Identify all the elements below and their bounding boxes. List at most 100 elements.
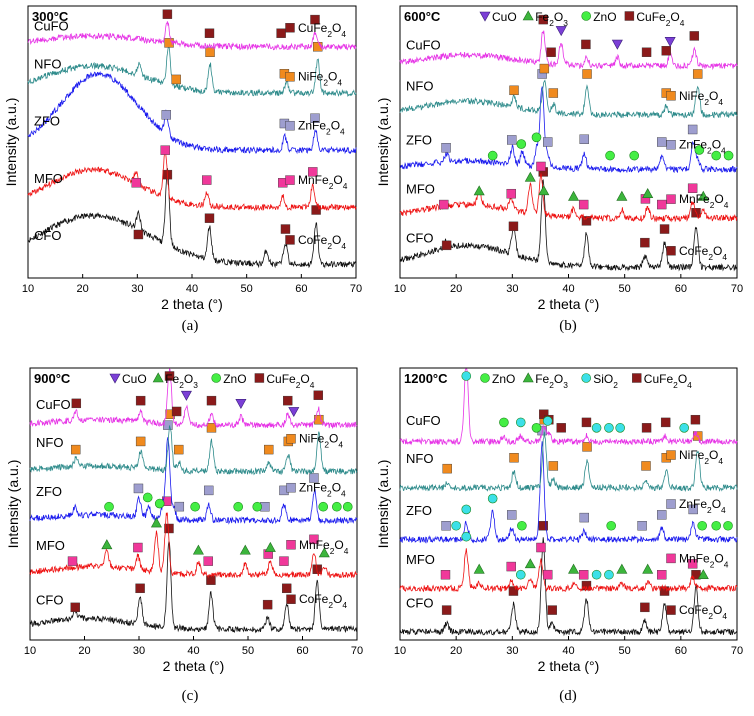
phase-marker-MnFe2O4 [506,561,516,572]
legend-symbol-CuFe2O4 [285,23,295,33]
phase-marker-ZnO [252,501,263,512]
phase-marker-MnFe2O4 [308,167,318,177]
phase-marker-ZnO [531,423,542,433]
x-tick-label: 60 [675,645,687,657]
series-label-CFO: CFO [406,595,433,610]
x-axis-title: 2 theta (°) [538,658,600,674]
phase-marker-ZnFe2O4 [657,510,667,520]
phase-marker-ZnO [711,520,722,531]
x-tick-label: 40 [186,283,198,295]
phase-marker-SiO2 [515,569,526,580]
phase-marker-MnFe2O4 [506,188,516,199]
top-legend-label-CuFe2O4: CuFe2O4 [644,372,692,390]
series-label-CuFO: CuFO [406,413,441,428]
phase-marker-CuO [555,26,567,37]
phase-marker-CuFe2O4 [546,47,556,57]
top-legend-symbol-Fe2O3 [522,10,534,21]
legend-label-CoFe2O4: CoFe2O4 [299,592,347,610]
phase-marker-ZnFe2O4 [579,134,589,144]
phase-marker-CoFe2O4 [640,602,650,613]
y-axis-title: Intensity (a.u.) [3,98,19,187]
phase-marker-Fe2O3 [473,563,485,574]
series-label-CFO: CFO [406,231,433,246]
phase-marker-ZnO [142,492,153,503]
legend-symbol-ZnFe2O4 [666,140,676,150]
legend-label-CoFe2O4: CoFe2O4 [679,603,727,621]
legend-symbol-NiFe2O4 [286,434,296,444]
y-axis-title: Intensity (a.u.) [375,98,391,187]
phase-marker-ZnO [697,520,707,531]
top-legend-label-ZnO: ZnO [223,372,246,386]
top-legend-symbol-CuO [109,373,121,384]
phase-marker-ZnFe2O4 [688,504,698,515]
phase-marker-Fe2O3 [697,190,709,201]
top-legend-label-CuO: CuO [492,10,517,24]
series-label-CuFO: CuFO [34,18,69,33]
phase-marker-ZnFe2O4 [441,143,451,153]
phase-marker-ZnFe2O4 [163,420,173,430]
top-legend-symbol-ZnO [480,373,490,383]
phase-marker-Fe2O3 [524,171,536,182]
phase-marker-CuFe2O4 [204,28,215,38]
phase-marker-MnFe2O4 [657,199,667,210]
phase-marker-CoFe2O4 [135,583,145,594]
phase-marker-Fe2O3 [568,563,580,574]
phase-marker-ZnFe2O4 [687,124,698,135]
x-tick-label: 70 [731,283,743,295]
top-legend-label-CuO: CuO [122,372,147,386]
top-legend-label-Fe2O3: Fe2O3 [165,372,198,390]
phase-marker-MnFe2O4 [202,175,212,185]
phase-marker-ZnO [233,501,243,512]
phase-marker-CuO [288,407,300,418]
y-axis-title: Intensity (a.u.) [5,460,21,549]
phase-marker-SiO2 [461,504,472,515]
phase-marker-NiFe2O4 [442,463,452,474]
temperature-label: 1200°C [404,371,448,386]
phase-marker-NiFe2O4 [548,88,559,98]
phase-marker-ZnFe2O4 [133,483,144,494]
phase-marker-MnFe2O4 [687,559,698,569]
phase-marker-ZnFe2O4 [204,485,214,496]
legend-label-NiFe2O4: NiFe2O4 [679,89,723,107]
phase-marker-NiFe2O4 [582,69,592,79]
phase-marker-ZnFe2O4 [543,137,553,147]
phase-marker-ZnFe2O4 [441,521,451,531]
phase-marker-Fe2O3 [697,569,709,580]
phase-marker-Fe2O3 [264,541,276,552]
series-line-CuFO [399,30,738,71]
phase-marker-ZnFe2O4 [637,521,647,531]
legend-label-NiFe2O4: NiFe2O4 [299,432,343,450]
x-axis-title: 2 theta (°) [163,658,225,674]
phase-marker-Fe2O3 [642,563,654,574]
phase-marker-Fe2O3 [150,517,162,528]
x-tick-label: 30 [506,283,518,295]
phase-marker-ZnO [190,501,200,512]
panel-b: CFO MFO ZFO NFO CuFO NiFe2O4 ZnFe2O4 MnFe2O4 CoF… [375,5,743,334]
legend-symbol-CoFe2O4 [285,235,295,245]
phase-marker-ZnFe2O4 [507,510,517,520]
phase-marker-CuFe2O4 [581,417,592,428]
phase-marker-Fe2O3 [473,185,485,196]
x-tick-label: 10 [22,283,34,295]
legend-symbol-MnFe2O4 [285,175,295,185]
series-label-ZFO: ZFO [34,114,60,129]
legend-symbol-CoFe2O4 [666,246,676,256]
top-legend-label-Fe2O3: Fe2O3 [535,372,568,390]
series-label-MFO: MFO [34,171,63,186]
phase-marker-ZnO [606,520,616,531]
legend-symbol-NiFe2O4 [666,450,676,460]
series-line-CFO [29,541,358,634]
phase-marker-CoFe2O4 [640,237,650,248]
phase-marker-ZnO [318,501,329,512]
panel-d: CFO MFO ZFO NFO CuFO NiFe2O4 ZnFe2O4 MnFe2O4 CoF… [375,367,743,704]
phase-marker-ZnO [629,150,640,161]
top-legend-label-Fe2O3: Fe2O3 [535,10,568,28]
series-line-MFO [27,152,357,212]
phase-marker-NiFe2O4 [206,423,217,433]
legend-symbol-CoFe2O4 [666,605,676,615]
phase-marker-MnFe2O4 [543,569,553,580]
phase-marker-CuFe2O4 [538,14,548,25]
phase-marker-CuFe2O4 [310,14,320,25]
phase-marker-SiO2 [542,416,553,426]
